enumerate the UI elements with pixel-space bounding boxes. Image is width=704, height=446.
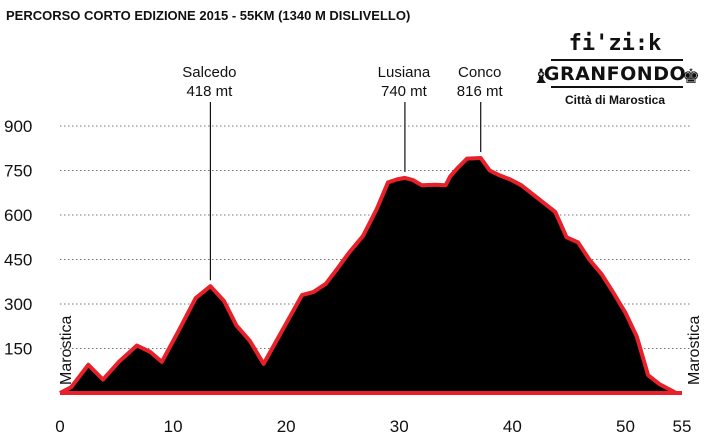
- chess-bishop-icon: ♝: [532, 64, 550, 88]
- annotation-elevation: 816 mt: [457, 83, 504, 100]
- fizik-granfondo-logo: fi'zi:k GRANFONDO ♝ ♚ Città di Marostica: [532, 31, 700, 107]
- start-town-label: Marostica: [58, 316, 75, 385]
- chess-king-icon: ♚: [682, 64, 700, 88]
- annotation-salcedo: Salcedo 418 mt: [182, 64, 237, 281]
- annotation-name: Conco: [458, 64, 501, 81]
- annotation-name: Salcedo: [182, 64, 236, 81]
- end-town-label: Marostica: [686, 316, 703, 385]
- y-tick-label: 450: [4, 251, 32, 270]
- y-tick-label: 300: [4, 295, 32, 314]
- annotation-elevation: 418 mt: [186, 83, 233, 100]
- x-tick-label: 40: [503, 417, 522, 436]
- annotation-name: Lusiana: [378, 64, 431, 81]
- y-tick-label: 900: [4, 117, 32, 136]
- x-tick-label: 0: [55, 417, 64, 436]
- y-tick-label: 150: [4, 340, 32, 359]
- logo-fizik-text: fi'zi:k: [569, 31, 662, 56]
- x-tick-label: 55: [673, 417, 692, 436]
- x-axis-ticks: 0 10 20 30 40 50 55: [55, 417, 691, 436]
- x-tick-label: 30: [390, 417, 409, 436]
- logo-granfondo-text: GRANFONDO: [544, 63, 686, 85]
- annotation-conco: Conco 816 mt: [457, 64, 504, 153]
- elevation-fill: [60, 158, 677, 393]
- annotation-elevation: 740 mt: [381, 83, 428, 100]
- annotation-lusiana: Lusiana 740 mt: [378, 64, 431, 172]
- y-axis-ticks: 150 300 450 600 750 900: [4, 117, 32, 359]
- y-tick-label: 750: [4, 162, 32, 181]
- y-tick-label: 600: [4, 206, 32, 225]
- chart-title: PERCORSO CORTO EDIZIONE 2015 - 55KM (134…: [6, 8, 410, 23]
- x-tick-label: 10: [164, 417, 183, 436]
- peak-annotations: Salcedo 418 mt Lusiana 740 mt Conco 816 mt: [182, 64, 504, 281]
- x-tick-label: 20: [277, 417, 296, 436]
- elevation-area: [59, 156, 682, 395]
- logo-subtitle: Città di Marostica: [565, 93, 665, 107]
- elevation-profile-line: [59, 156, 678, 395]
- x-tick-label: 50: [616, 417, 635, 436]
